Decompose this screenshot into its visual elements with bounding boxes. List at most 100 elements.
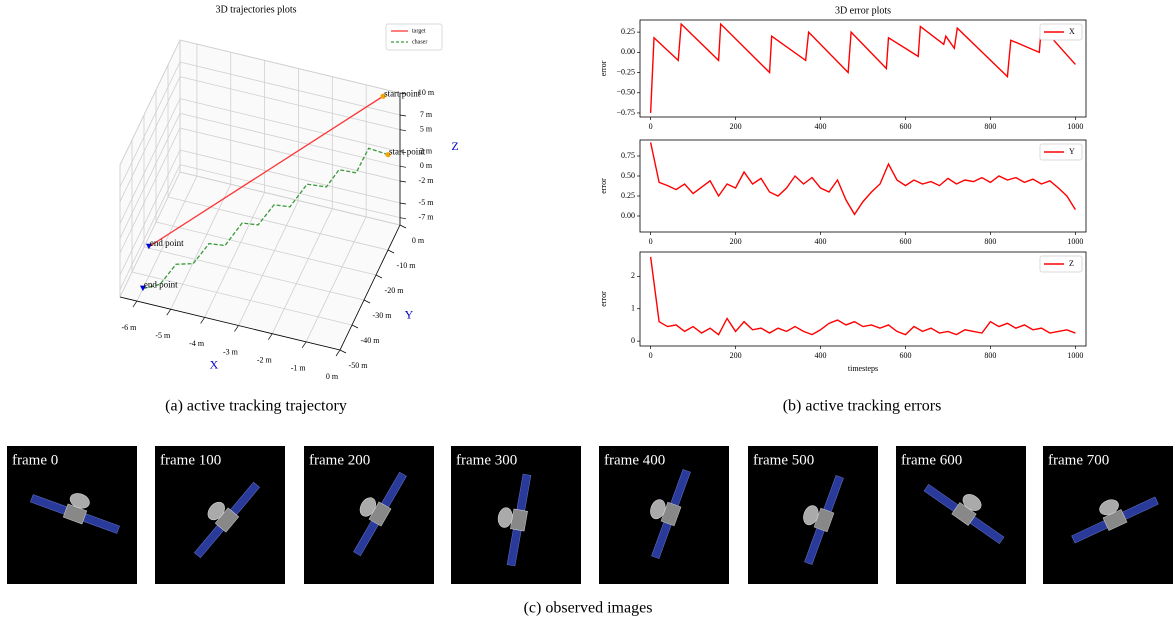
grid-line xyxy=(238,200,299,326)
frame-label: frame 100 xyxy=(160,452,221,468)
axis-line xyxy=(339,224,401,351)
x-tick-label: 200 xyxy=(730,122,742,131)
frame: frame 700 xyxy=(1043,446,1173,584)
grid-line xyxy=(179,76,401,131)
legend-label: chaser xyxy=(412,39,427,45)
grid-line xyxy=(179,61,401,116)
grid-line xyxy=(119,127,181,254)
annotation: end point xyxy=(144,280,178,290)
grid-line xyxy=(119,39,181,166)
grid-line xyxy=(167,196,389,251)
tick-mark xyxy=(166,309,172,316)
y-tick-label: 0.00 xyxy=(621,47,635,56)
y-tick-label: 2 xyxy=(631,271,635,280)
x-tick-label: -2 m xyxy=(257,356,273,365)
z-tick-label: -2 m xyxy=(419,176,435,185)
error-line xyxy=(649,142,1076,216)
z-tick-label: 10 m xyxy=(418,88,435,97)
error-line xyxy=(649,22,1076,113)
tick-mark xyxy=(399,92,407,95)
tick-mark xyxy=(375,274,383,279)
grid-line xyxy=(131,271,353,326)
z-tick-label: 5 m xyxy=(420,124,433,133)
antenna-dish xyxy=(803,505,819,526)
x-tick-label: 200 xyxy=(730,351,742,360)
frame-label: frame 0 xyxy=(12,452,58,468)
grid-line xyxy=(119,61,181,188)
grid-line xyxy=(204,192,265,318)
y-tick-label: −0.25 xyxy=(616,67,635,76)
x-tick-label: 1000 xyxy=(1067,122,1083,131)
plot-frame xyxy=(639,251,1087,347)
grid-line xyxy=(179,127,401,182)
tick-mark xyxy=(399,151,407,154)
antenna-dish xyxy=(359,497,376,517)
grid-line xyxy=(179,149,401,204)
x-tick-label: 400 xyxy=(815,122,827,131)
caption: (a) active tracking trajectory xyxy=(165,398,347,415)
frame-label: frame 200 xyxy=(309,452,370,468)
start-marker xyxy=(380,93,386,99)
frame-label: frame 400 xyxy=(604,452,665,468)
trajectory-line xyxy=(148,95,384,248)
error-line xyxy=(649,256,1076,336)
axis-line xyxy=(119,296,341,351)
frame: frame 300 xyxy=(451,446,581,584)
x-tick-label: 600 xyxy=(899,351,911,360)
antenna-dish xyxy=(962,494,982,511)
antenna-dish xyxy=(207,501,225,521)
grid-line xyxy=(119,149,181,276)
y-tick-label: 0 xyxy=(631,336,635,345)
plot-frame xyxy=(639,139,1087,233)
z-tick-label: 7 m xyxy=(420,110,433,119)
tick-mark xyxy=(399,165,407,168)
x-tick-label: 0 xyxy=(649,122,653,131)
x-tick-label: 600 xyxy=(899,122,911,131)
x-tick-label: -4 m xyxy=(189,339,205,348)
x-tick-label: 600 xyxy=(899,237,911,246)
grid-line xyxy=(179,164,401,219)
frame: frame 400 xyxy=(599,446,729,584)
chart-title: 3D error plots xyxy=(835,5,891,16)
end-marker xyxy=(139,285,146,292)
x-tick-label: 200 xyxy=(730,237,742,246)
frame-label: frame 700 xyxy=(1048,452,1109,468)
tick-mark xyxy=(335,349,341,357)
y-tick-label: -10 m xyxy=(397,261,417,270)
y-tick-label: −0.50 xyxy=(616,88,635,97)
frame-label: frame 500 xyxy=(753,452,814,468)
tick-mark xyxy=(132,300,138,308)
tick-mark xyxy=(200,317,205,324)
y-tick-label: -20 m xyxy=(385,286,405,295)
tick-mark xyxy=(399,129,407,132)
trajectory-line xyxy=(142,147,389,290)
grid-line xyxy=(179,171,401,226)
z-axis-label: Z xyxy=(451,139,458,153)
z-tick-label: -7 m xyxy=(419,212,435,221)
satellite xyxy=(650,469,691,559)
x-tick-label: 0 m xyxy=(326,372,339,381)
annotation: start point xyxy=(384,88,421,98)
grid-line xyxy=(119,164,181,290)
satellite xyxy=(194,481,260,559)
frame: frame 0 xyxy=(7,446,137,584)
y-tick-label: 0.50 xyxy=(621,171,635,180)
y-tick-label: 0.75 xyxy=(621,151,635,160)
x-axis-label: timesteps xyxy=(848,364,878,373)
annotation: end point xyxy=(150,238,184,248)
y-tick-label: 0.25 xyxy=(621,27,635,36)
x-tick-label: 800 xyxy=(984,351,996,360)
satellite xyxy=(497,473,532,567)
antenna-dish xyxy=(497,507,513,528)
chart-title: 3D trajectories plots xyxy=(215,4,296,15)
z-tick-label: 0 m xyxy=(420,161,433,170)
frame: frame 500 xyxy=(748,446,878,584)
frame: frame 600 xyxy=(896,446,1026,584)
satellite xyxy=(30,493,120,534)
grid-line xyxy=(271,208,333,334)
y-axis-label: Y xyxy=(405,307,414,321)
x-tick-label: -3 m xyxy=(223,347,239,356)
caption: (c) observed images xyxy=(524,600,653,617)
grid-line xyxy=(179,98,401,153)
